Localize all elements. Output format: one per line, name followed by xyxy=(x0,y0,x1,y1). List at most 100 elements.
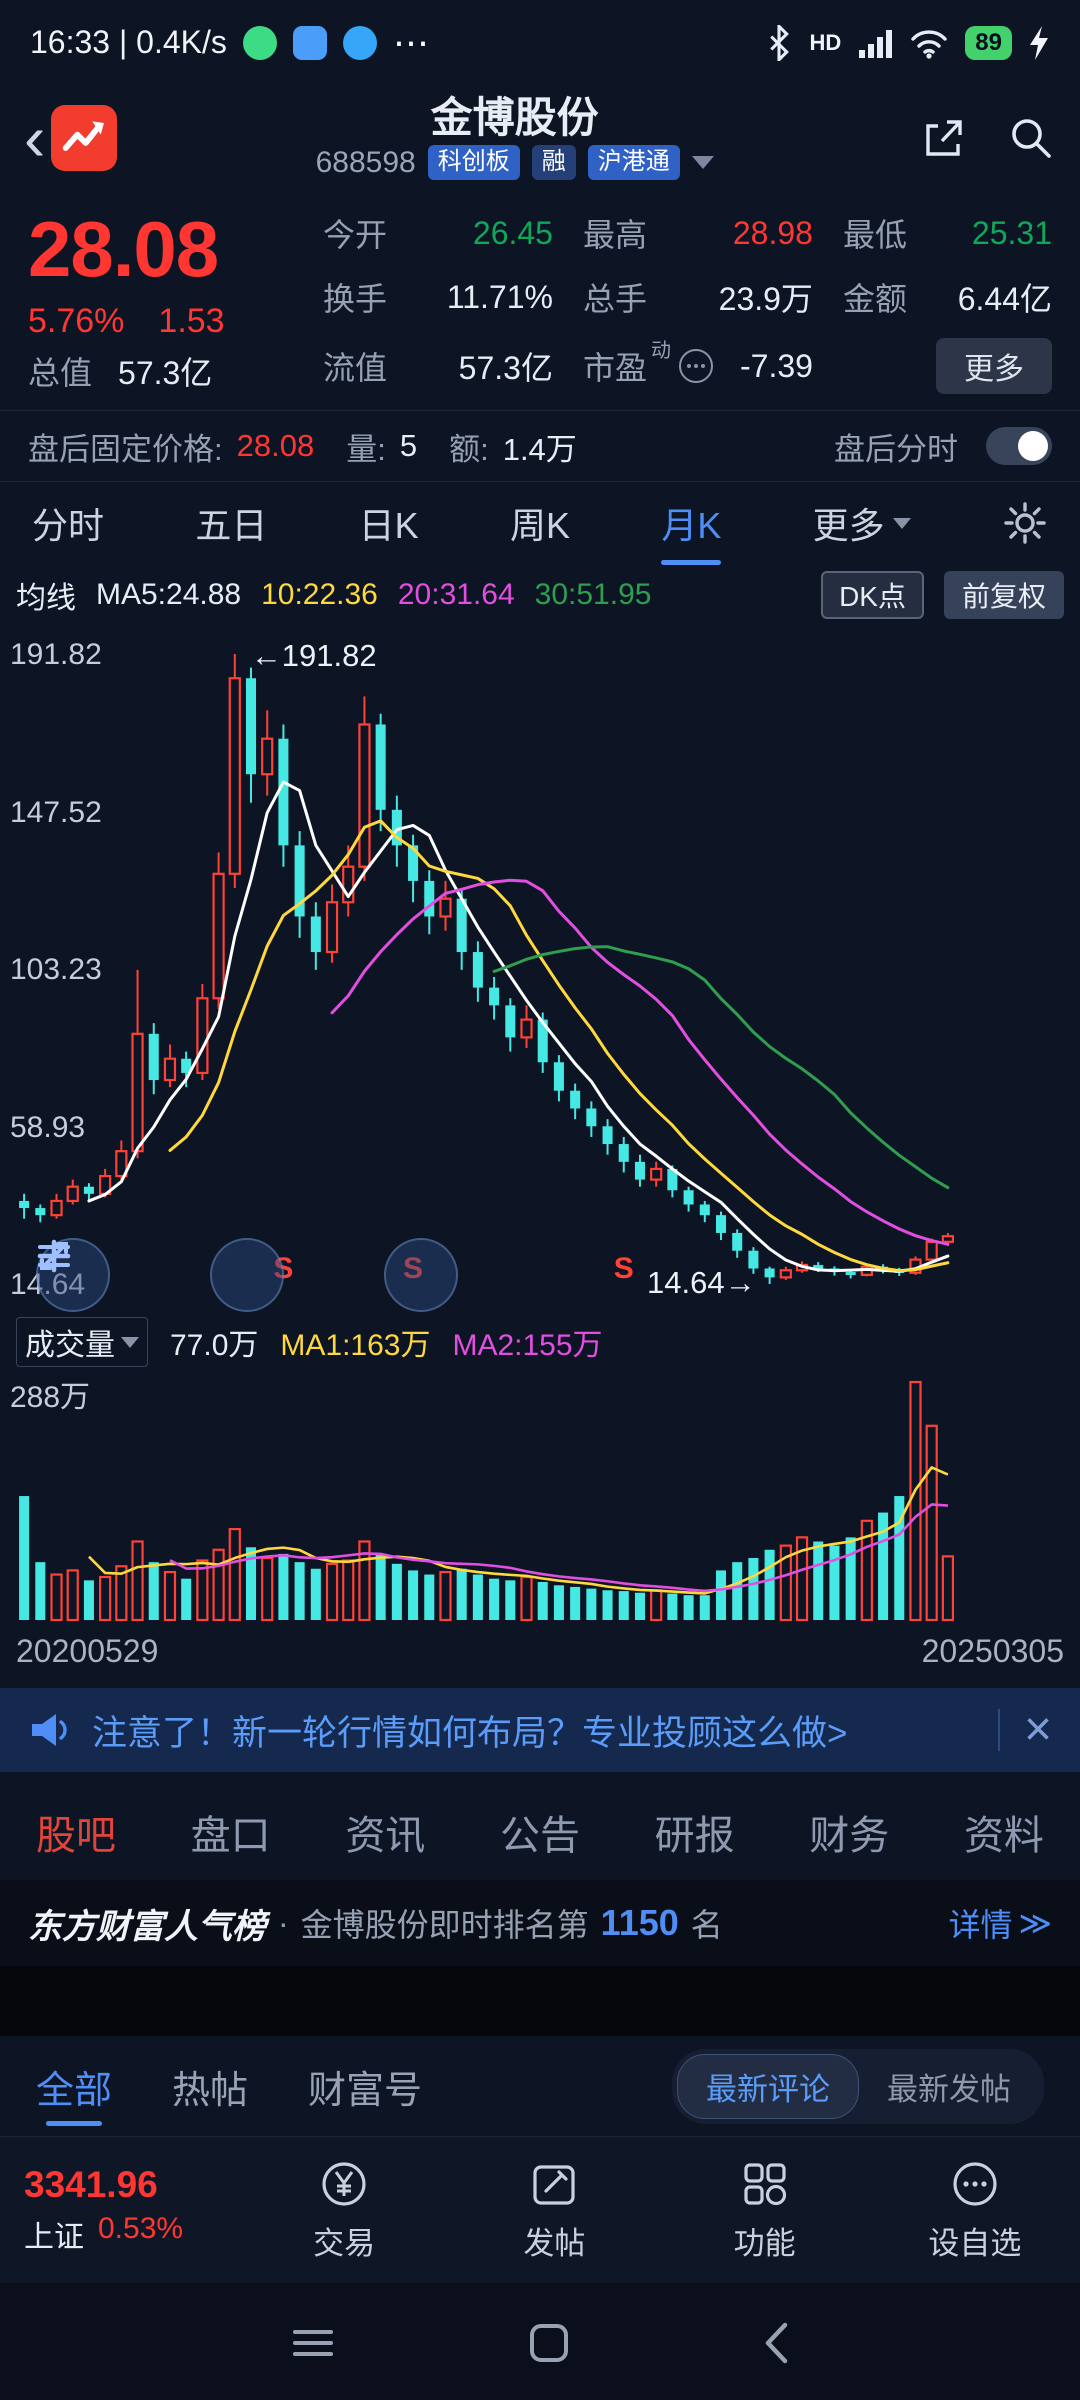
home-nav-icon[interactable] xyxy=(527,2321,571,2365)
tab-announcements[interactable]: 公告 xyxy=(499,1814,580,1858)
tab-monthly-k[interactable]: 月K xyxy=(661,489,721,557)
quote-panel: 28.08 5.76% 1.53 总值 57.3亿 今开 26.45 最高 28.9… xyxy=(0,190,1080,410)
tab-order-book[interactable]: 盘口 xyxy=(190,1814,271,1858)
add-watchlist-button[interactable]: 设自选 xyxy=(870,2158,1080,2263)
divider xyxy=(997,1709,1000,1751)
change-percent: 5.76% xyxy=(28,302,125,340)
close-icon[interactable]: × xyxy=(1023,1703,1052,1756)
rank-brand: 东方财富人气榜 xyxy=(28,1907,266,1946)
tab-daily-k[interactable]: 日K xyxy=(358,505,419,546)
tag-margin: 融 xyxy=(531,145,576,180)
grid-icon xyxy=(744,2162,786,2205)
chevron-down-icon xyxy=(892,517,911,529)
share-icon[interactable] xyxy=(920,114,968,162)
sort-latest-comments[interactable]: 最新评论 xyxy=(677,2053,859,2119)
back-nav-icon[interactable] xyxy=(761,2320,791,2366)
charging-icon xyxy=(1030,25,1048,60)
bluetooth-icon xyxy=(769,24,789,61)
promo-banner[interactable]: 注意了！新一轮行情如何布局？专业投顾这么做> × xyxy=(0,1688,1080,1772)
index-change: 0.53% xyxy=(98,2212,184,2245)
tab-more[interactable]: 更多 xyxy=(813,489,911,557)
stock-title: 金博股份 xyxy=(430,94,599,141)
back-button[interactable]: ‹ xyxy=(24,101,46,174)
high-annotation: ←191.82 xyxy=(251,638,377,673)
quote-field-low: 最低 25.31 xyxy=(842,214,1052,254)
tab-5day[interactable]: 五日 xyxy=(195,505,268,546)
search-icon[interactable] xyxy=(1006,113,1056,163)
signal-icon xyxy=(859,29,893,58)
feed-sort-toggle: 最新评论 最新发帖 xyxy=(672,2048,1044,2124)
tab-intraday[interactable]: 分时 xyxy=(32,505,105,546)
tab-weekly-k[interactable]: 周K xyxy=(509,505,570,546)
chevron-down-icon[interactable] xyxy=(691,156,714,170)
rank-text-suffix: 名 xyxy=(690,1907,723,1943)
popularity-rank-bar[interactable]: 东方财富人气榜 · 金博股份即时排名第 1150 名 详情 ≫ xyxy=(0,1880,1080,1966)
section-tabs: 股吧 盘口 资讯 公告 研报 财务 资料 xyxy=(0,1784,1080,1880)
chevron-down-icon xyxy=(121,1336,139,1348)
quote-field-open: 今开 26.45 xyxy=(323,214,553,254)
status-bar: 16:33 | 0.4K/s ⋯ HD 89 xyxy=(0,0,1080,85)
ma-legend-bar: 均线 MA5:24.88 10:22.36 20:31.64 30:51.95 … xyxy=(0,564,1080,626)
price-tick-label: 58.93 xyxy=(10,1110,86,1144)
megaphone-icon xyxy=(32,1714,67,1746)
tab-financials[interactable]: 财务 xyxy=(809,1814,890,1858)
volume-axis-max: 288万 xyxy=(10,1381,91,1414)
after-hours-price-label: 盘后固定价格: xyxy=(28,431,223,467)
index-quote[interactable]: 3341.96 上证 0.53% xyxy=(0,2164,239,2256)
change-amount: 1.53 xyxy=(158,302,225,340)
trade-button[interactable]: 交易 xyxy=(239,2158,449,2263)
x-axis: 20200529 20250305 xyxy=(0,1628,1080,1674)
bottom-action-bar: 3341.96 上证 0.53% 交易 发帖 xyxy=(0,2136,1080,2283)
price-tick-label: 103.23 xyxy=(10,953,102,986)
tab-news[interactable]: 资讯 xyxy=(345,1814,426,1858)
dot-separator: · xyxy=(278,1904,289,1941)
post-button[interactable]: 发帖 xyxy=(449,2158,659,2263)
eastmoney-logo xyxy=(51,104,118,171)
volume-header: 成交量 77.0万 MA1:163万 MA2:155万 xyxy=(0,1317,1080,1367)
volume-ma1: MA1:163万 xyxy=(280,1329,431,1362)
rank-text: 金博股份即时排名第 xyxy=(300,1907,589,1943)
trade-yuan-icon xyxy=(322,2161,366,2206)
more-quote-button[interactable]: 更多 xyxy=(936,338,1052,394)
price-chart[interactable]: ←191.82 14.64→ S S S 191.82 147.52 103.23 58.93… xyxy=(0,626,1080,1318)
forward-adjusted-button[interactable]: 前复权 xyxy=(943,571,1064,619)
index-value: 3341.96 xyxy=(24,2164,158,2205)
wifi-icon xyxy=(911,29,947,59)
compose-icon xyxy=(533,2164,575,2205)
tab-profile[interactable]: 资料 xyxy=(963,1814,1044,1858)
more-notifications-icon: ⋯ xyxy=(392,21,431,63)
after-hours-vol: 5 xyxy=(399,428,418,463)
stock-code: 688598 xyxy=(315,145,416,179)
chart-settings-gear-icon[interactable] xyxy=(1002,500,1048,546)
after-hours-toggle[interactable] xyxy=(986,427,1052,465)
zoom-in-button[interactable] xyxy=(37,1238,284,1312)
hd-icon: HD xyxy=(809,29,842,55)
ma-title: 均线 xyxy=(16,582,76,615)
rank-detail-link[interactable]: 详情 ≫ xyxy=(948,1905,1052,1943)
tab-research[interactable]: 研报 xyxy=(654,1814,735,1858)
feed-tab-fortune[interactable]: 财富号 xyxy=(308,2069,423,2112)
after-hours-toggle-label: 盘后分时 xyxy=(834,431,958,467)
tab-guba[interactable]: 股吧 xyxy=(36,1814,116,1858)
sort-latest-posts[interactable]: 最新发帖 xyxy=(887,2071,1011,2107)
dk-point-button[interactable]: DK点 xyxy=(821,571,924,619)
fullscreen-button[interactable] xyxy=(40,1238,458,1312)
volume-bars[interactable] xyxy=(0,1366,1080,1628)
recents-nav-icon[interactable] xyxy=(289,2323,337,2363)
after-hours-price: 28.08 xyxy=(236,428,315,463)
header: ‹ 金博股份 688598 科创板 融 沪港通 xyxy=(0,85,1080,190)
low-annotation: 14.64→ xyxy=(647,1265,756,1300)
functions-button[interactable]: 功能 xyxy=(660,2158,870,2263)
sell-marker: S xyxy=(614,1252,634,1285)
feed-tab-hot[interactable]: 热帖 xyxy=(172,2069,249,2112)
volume-chart[interactable]: 288万 xyxy=(0,1366,1080,1628)
pe-info-icon[interactable] xyxy=(678,349,713,383)
ma5-value: MA5:24.88 xyxy=(96,578,242,611)
quote-field-amount: 金额 6.44亿 xyxy=(842,281,1052,317)
volume-indicator-selector[interactable]: 成交量 xyxy=(16,1317,148,1367)
feed-tab-all[interactable]: 全部 xyxy=(36,2049,112,2124)
promo-text[interactable]: 注意了！新一轮行情如何布局？专业投顾这么做> xyxy=(92,1713,848,1753)
settings-app-icon xyxy=(292,25,327,60)
quote-field-float-cap: 流值 57.3亿 xyxy=(323,350,553,386)
